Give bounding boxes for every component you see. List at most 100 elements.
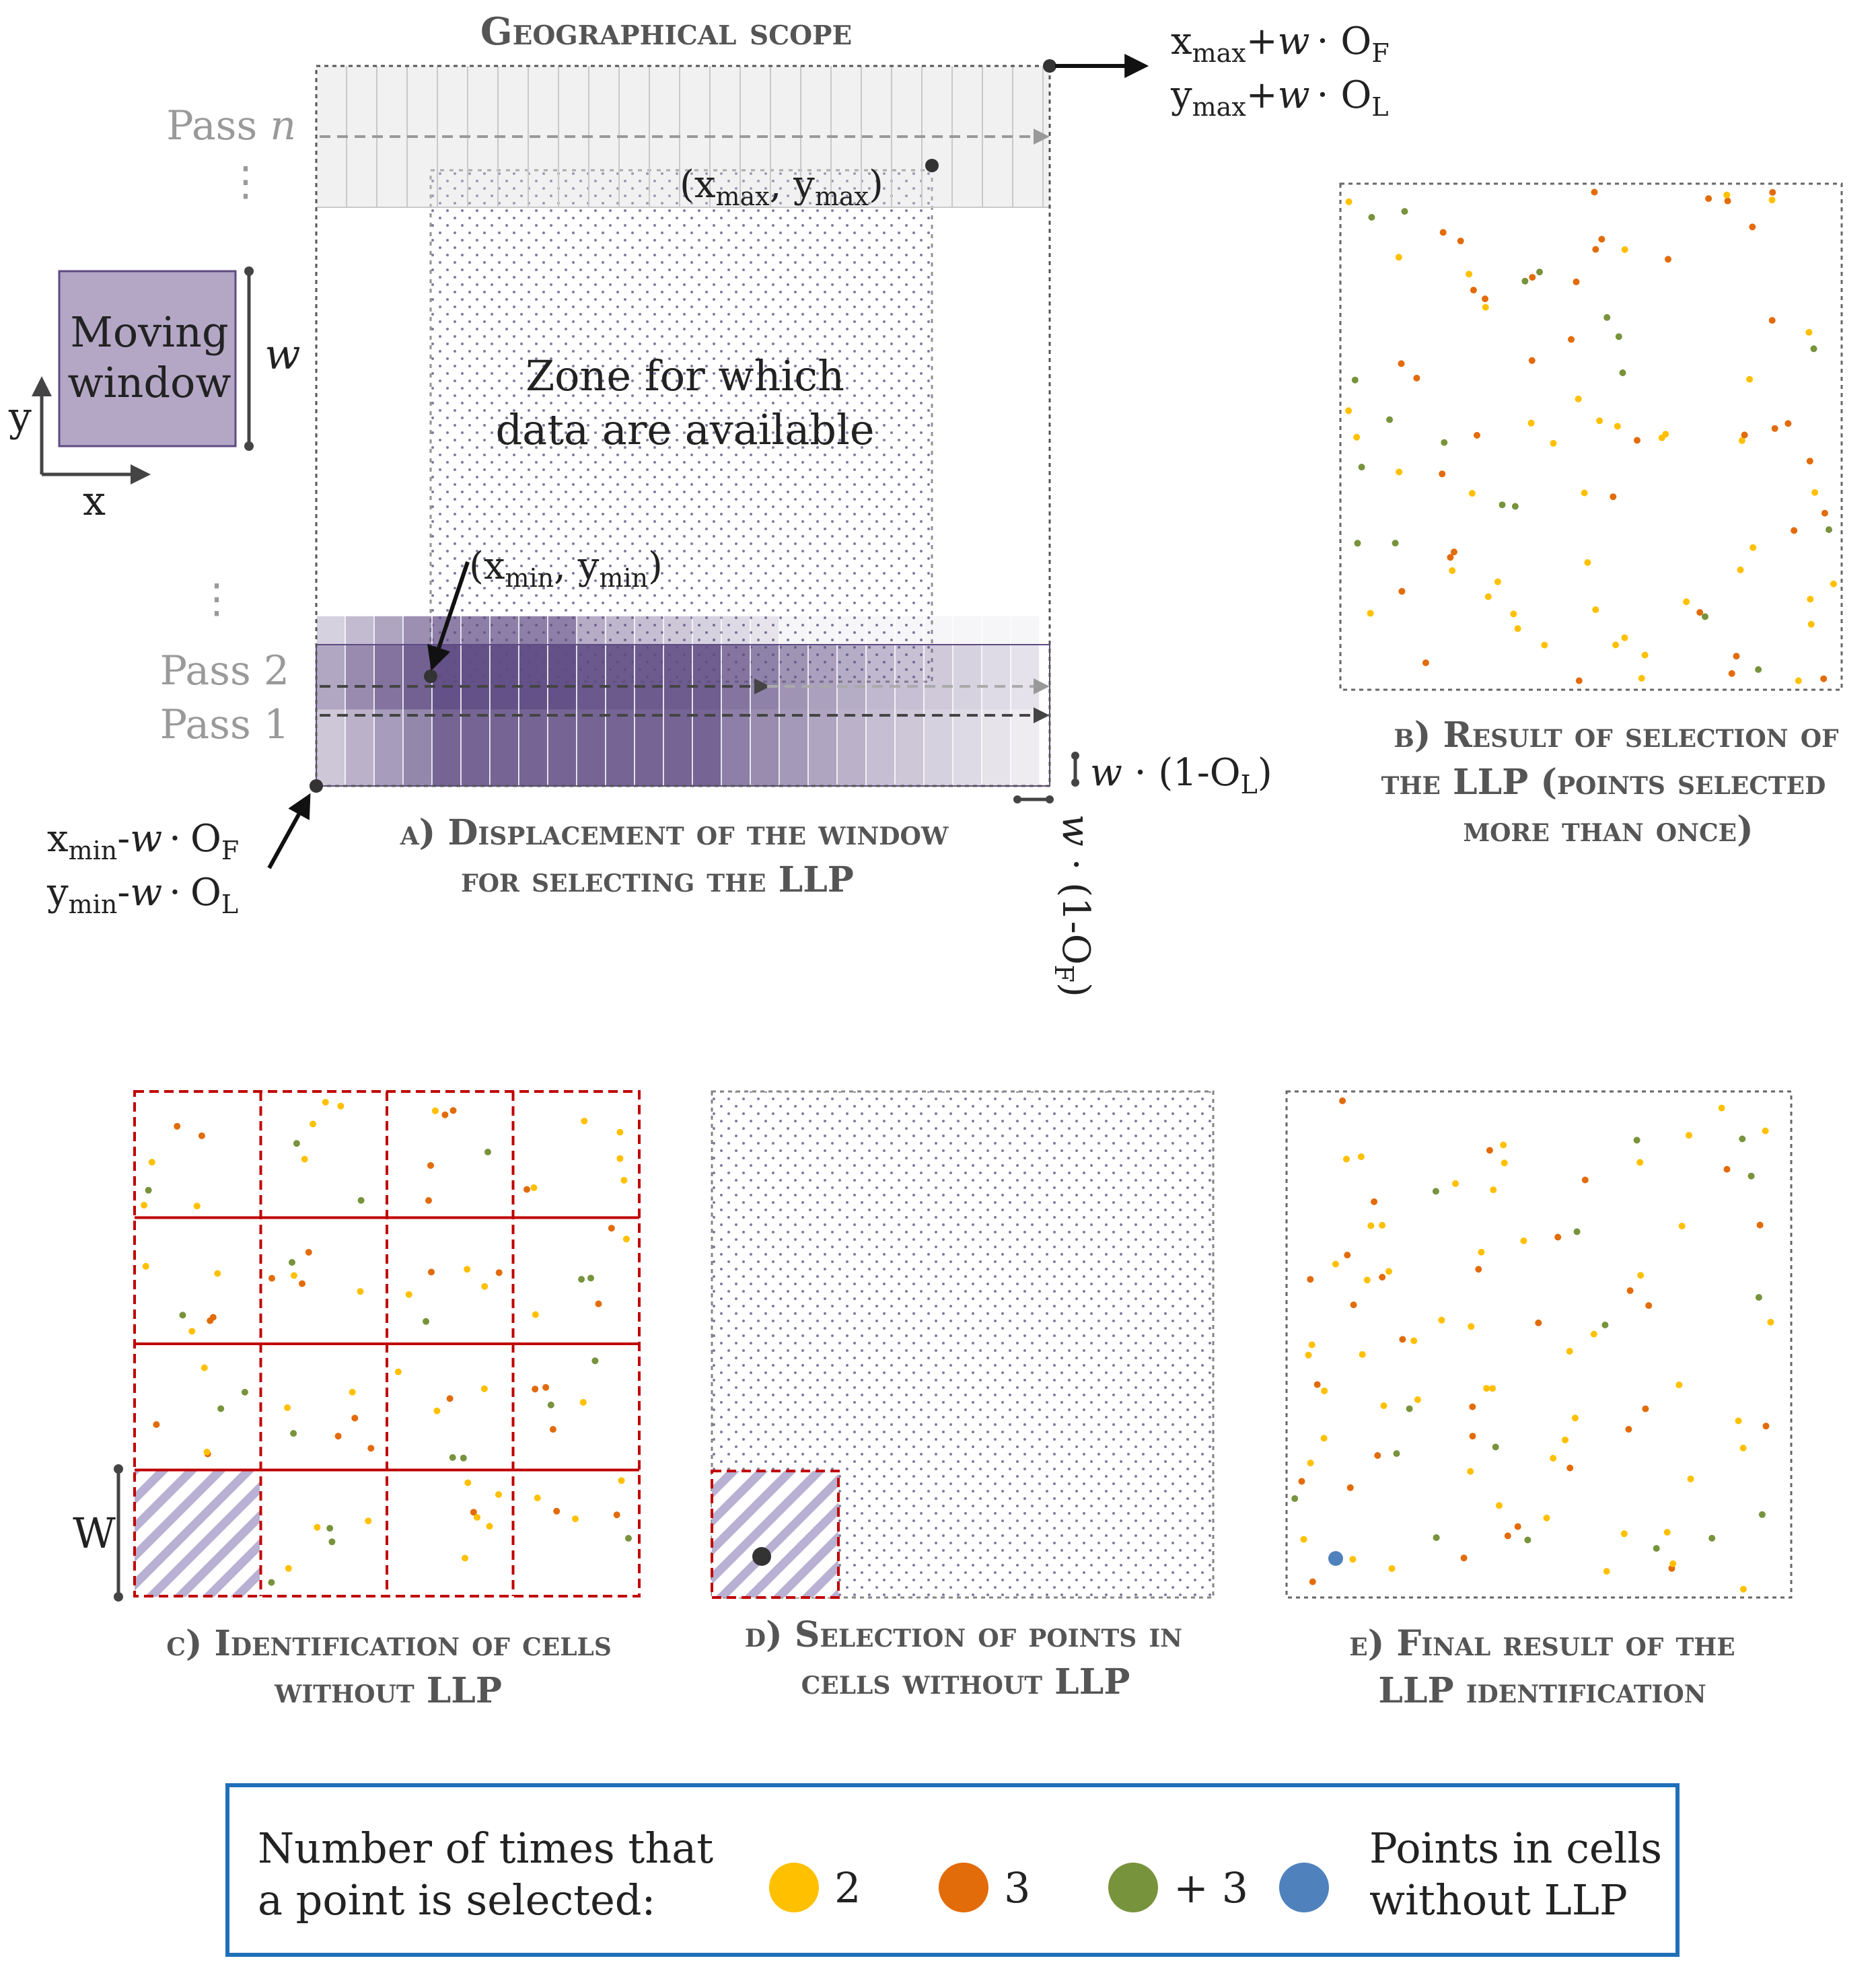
selected-point [549,1426,556,1433]
selected-point [1575,395,1582,402]
pass-2-window-cell [952,615,982,711]
lateral-overlap-label: w · (1-OL) [1090,751,1272,799]
panel-a: Geographical scope Zone for which data a… [8,9,1390,997]
selected-point [268,1274,275,1282]
pass-2-window-cell [923,615,953,711]
selected-point [1308,1341,1315,1349]
selected-point [1379,1274,1386,1281]
data-zone-label: data are available [495,405,874,454]
selected-point [1591,188,1598,196]
selected-point [484,1149,491,1155]
selected-point [1805,328,1813,336]
panel-c: W c) Identification of cells without LLP [73,1090,641,1711]
selected-point [301,1155,308,1163]
legend-label-3: 3 [1004,1863,1030,1912]
selected-point [1541,641,1548,649]
data-zone [429,169,933,683]
selected-point [1615,333,1622,340]
selected-point [1705,195,1712,203]
selected-point [433,1407,441,1414]
empty-cell-hatched [135,1469,260,1597]
caption-c: without LLP [274,1670,502,1711]
data-zone-label: Zone for which [526,351,844,400]
selected-point [1388,1565,1396,1572]
selected-point [1762,1423,1770,1430]
selected-point [1603,314,1611,321]
selected-point [1645,1302,1653,1309]
pass-1-2-window-strip [316,615,1050,787]
legend: Number of times that a point is selected… [225,1783,1680,1957]
selected-point [1573,1228,1581,1235]
selected-point [1739,1444,1747,1451]
selected-point [1385,1268,1392,1275]
selected-point [1641,651,1649,659]
selected-point [1741,431,1748,439]
window-size-bracket [244,266,254,451]
selected-point [1321,1388,1328,1394]
selected-point [1345,407,1352,415]
selected-point [1550,439,1557,447]
selected-point [1469,1403,1476,1410]
selected-point [405,1291,412,1298]
selected-point [1499,501,1506,509]
selected-point [1566,1464,1574,1472]
selected-point [1474,431,1480,439]
selected-point [1524,1536,1531,1544]
selected-point [1441,439,1448,446]
legend-swatch-3 [939,1863,988,1912]
legend-lead: a point is selected: [258,1875,655,1925]
selected-point [365,1517,372,1525]
selected-point [1399,1336,1406,1343]
selected-point [1795,677,1802,684]
selected-point [209,1314,217,1321]
forward-overlap-marker [1013,795,1054,803]
selected-point [174,1122,181,1130]
xmax-ymax-point [925,159,939,172]
selected-point [608,1225,615,1232]
selected-point [394,1368,402,1375]
selected-point [1665,256,1671,263]
selected-point [532,1386,539,1393]
selected-point [310,1120,317,1128]
selected-point [1642,1405,1649,1412]
selected-point [1543,1514,1550,1521]
selected-point [1350,1301,1357,1309]
selected-point [142,1262,149,1270]
selected-point [1687,1475,1694,1482]
selected-point [1581,1176,1589,1184]
selected-point [1413,374,1420,382]
selected-point [1354,540,1361,547]
selected-point [1581,489,1588,497]
caption-c: c) Identification of cells [166,1623,612,1664]
selected-point [1410,1337,1418,1344]
selected-point [1358,464,1365,471]
selected-point [1718,1104,1725,1112]
selected-point [299,1280,305,1287]
selected-point [1353,433,1361,441]
selected-point [423,1318,429,1325]
moving-window-box [58,270,237,447]
selected-point [425,1197,432,1204]
selected-point [474,1513,480,1521]
selected-point [289,1259,295,1266]
selected-point [1510,610,1517,618]
selected-point [1749,544,1757,551]
selected-point [1771,425,1778,432]
selected-point [1298,1478,1305,1485]
selected-point [1398,360,1405,367]
selected-point [1468,1323,1475,1330]
selected-point [1439,229,1447,236]
axis-x-label: x [83,478,106,525]
selected-point [1762,1127,1769,1135]
selected-point [1620,1530,1628,1538]
selected-point [1768,196,1776,204]
selected-point [1596,417,1603,425]
selected-point [1433,1534,1440,1541]
caption-e: LLP identification [1378,1670,1706,1711]
selected-point [1806,458,1813,465]
selected-point [616,1128,624,1136]
selected-point [530,1184,538,1191]
legend-label-2: 2 [834,1863,861,1912]
selected-point [1511,503,1519,510]
selected-point [293,1140,300,1147]
